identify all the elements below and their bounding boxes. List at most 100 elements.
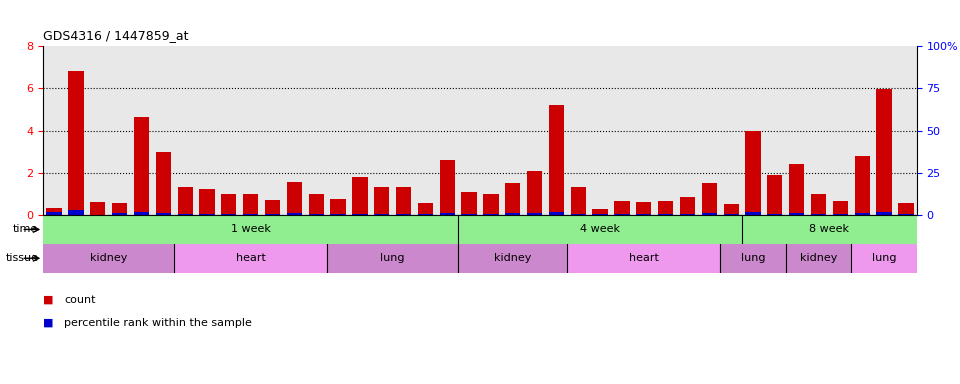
Bar	[462, 192, 477, 215]
Bar	[287, 182, 302, 215]
Bar	[200, 189, 215, 215]
Bar	[570, 214, 586, 215]
Bar	[854, 213, 870, 215]
Bar	[374, 187, 390, 215]
Bar	[90, 202, 106, 215]
Bar	[46, 208, 61, 215]
Bar	[899, 214, 914, 215]
Bar	[462, 214, 477, 215]
Bar	[505, 184, 520, 215]
Bar	[720, 244, 785, 273]
Bar	[418, 204, 433, 215]
Bar	[458, 215, 742, 244]
Bar	[265, 214, 280, 215]
Bar	[724, 204, 739, 215]
Bar	[702, 213, 717, 215]
Bar	[742, 215, 917, 244]
Bar	[68, 210, 84, 215]
Bar	[178, 214, 193, 215]
Bar	[330, 214, 346, 215]
Bar	[876, 212, 892, 215]
Bar	[680, 197, 695, 215]
Text: lung: lung	[741, 253, 765, 263]
Bar	[330, 199, 346, 215]
Bar	[567, 244, 720, 273]
Bar	[200, 214, 215, 215]
Bar	[570, 187, 586, 215]
Bar	[483, 214, 498, 215]
Bar	[832, 214, 848, 215]
Bar	[592, 209, 608, 215]
Bar	[680, 214, 695, 215]
Bar	[745, 212, 760, 215]
Bar	[175, 244, 327, 273]
Bar	[854, 156, 870, 215]
Bar	[308, 214, 324, 215]
Bar	[789, 213, 804, 215]
Bar	[418, 214, 433, 215]
Bar	[221, 194, 236, 215]
Bar	[265, 200, 280, 215]
Bar	[767, 175, 782, 215]
Bar	[811, 214, 827, 215]
Bar	[724, 214, 739, 215]
Bar	[43, 215, 458, 244]
Bar	[789, 164, 804, 215]
Text: heart: heart	[236, 253, 266, 263]
Bar	[178, 187, 193, 215]
Bar	[614, 214, 630, 215]
Bar	[527, 213, 542, 215]
Bar	[396, 187, 411, 215]
Bar	[549, 105, 564, 215]
Bar	[43, 244, 174, 273]
Bar	[614, 201, 630, 215]
Bar	[811, 194, 827, 215]
Bar	[46, 212, 61, 215]
Bar	[352, 177, 368, 215]
Bar	[767, 214, 782, 215]
Bar	[876, 89, 892, 215]
Bar	[374, 214, 390, 215]
Bar	[832, 201, 848, 215]
Text: GDS4316 / 1447859_at: GDS4316 / 1447859_at	[43, 29, 189, 42]
Text: 1 week: 1 week	[230, 224, 271, 235]
Bar	[658, 214, 673, 215]
Text: tissue: tissue	[6, 253, 38, 263]
Bar	[327, 244, 458, 273]
Bar	[852, 244, 917, 273]
Bar	[133, 117, 149, 215]
Text: lung: lung	[872, 253, 897, 263]
Bar	[112, 213, 128, 215]
Text: percentile rank within the sample: percentile rank within the sample	[64, 318, 252, 328]
Bar	[899, 204, 914, 215]
Text: heart: heart	[629, 253, 659, 263]
Text: kidney: kidney	[800, 253, 837, 263]
Bar	[133, 212, 149, 215]
Bar	[156, 152, 171, 215]
Text: ■: ■	[43, 318, 58, 328]
Bar	[636, 214, 652, 215]
Bar	[440, 213, 455, 215]
Text: lung: lung	[380, 253, 405, 263]
Bar	[549, 212, 564, 215]
Bar	[458, 244, 567, 273]
Bar	[440, 160, 455, 215]
Bar	[287, 213, 302, 215]
Text: 4 week: 4 week	[580, 224, 620, 235]
Bar	[352, 214, 368, 215]
Bar	[592, 214, 608, 215]
Text: ■: ■	[43, 295, 58, 305]
Bar	[221, 214, 236, 215]
Text: kidney: kidney	[494, 253, 532, 263]
Bar	[527, 170, 542, 215]
Bar	[308, 194, 324, 215]
Text: 8 week: 8 week	[809, 224, 850, 235]
Bar	[243, 214, 258, 215]
Bar	[483, 194, 498, 215]
Bar	[636, 202, 652, 215]
Bar	[156, 213, 171, 215]
Bar	[505, 213, 520, 215]
Bar	[243, 194, 258, 215]
Text: count: count	[64, 295, 96, 305]
Text: time: time	[13, 224, 38, 235]
